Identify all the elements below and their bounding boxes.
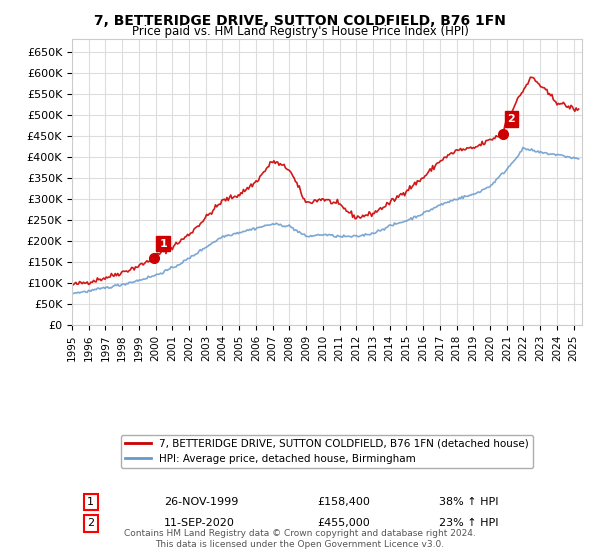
Text: 2: 2 [88, 519, 94, 528]
Text: Contains HM Land Registry data © Crown copyright and database right 2024.
This d: Contains HM Land Registry data © Crown c… [124, 529, 476, 549]
Text: 2: 2 [508, 114, 515, 124]
Text: 23% ↑ HPI: 23% ↑ HPI [439, 519, 499, 528]
Text: 7, BETTERIDGE DRIVE, SUTTON COLDFIELD, B76 1FN: 7, BETTERIDGE DRIVE, SUTTON COLDFIELD, B… [94, 14, 506, 28]
Text: £455,000: £455,000 [317, 519, 370, 528]
Text: Price paid vs. HM Land Registry's House Price Index (HPI): Price paid vs. HM Land Registry's House … [131, 25, 469, 38]
Text: 38% ↑ HPI: 38% ↑ HPI [439, 497, 499, 507]
Text: 1: 1 [88, 497, 94, 507]
Text: £158,400: £158,400 [317, 497, 370, 507]
Text: 26-NOV-1999: 26-NOV-1999 [164, 497, 238, 507]
Text: 1: 1 [159, 239, 167, 249]
Legend: 7, BETTERIDGE DRIVE, SUTTON COLDFIELD, B76 1FN (detached house), HPI: Average pr: 7, BETTERIDGE DRIVE, SUTTON COLDFIELD, B… [121, 435, 533, 468]
Text: 11-SEP-2020: 11-SEP-2020 [164, 519, 235, 528]
